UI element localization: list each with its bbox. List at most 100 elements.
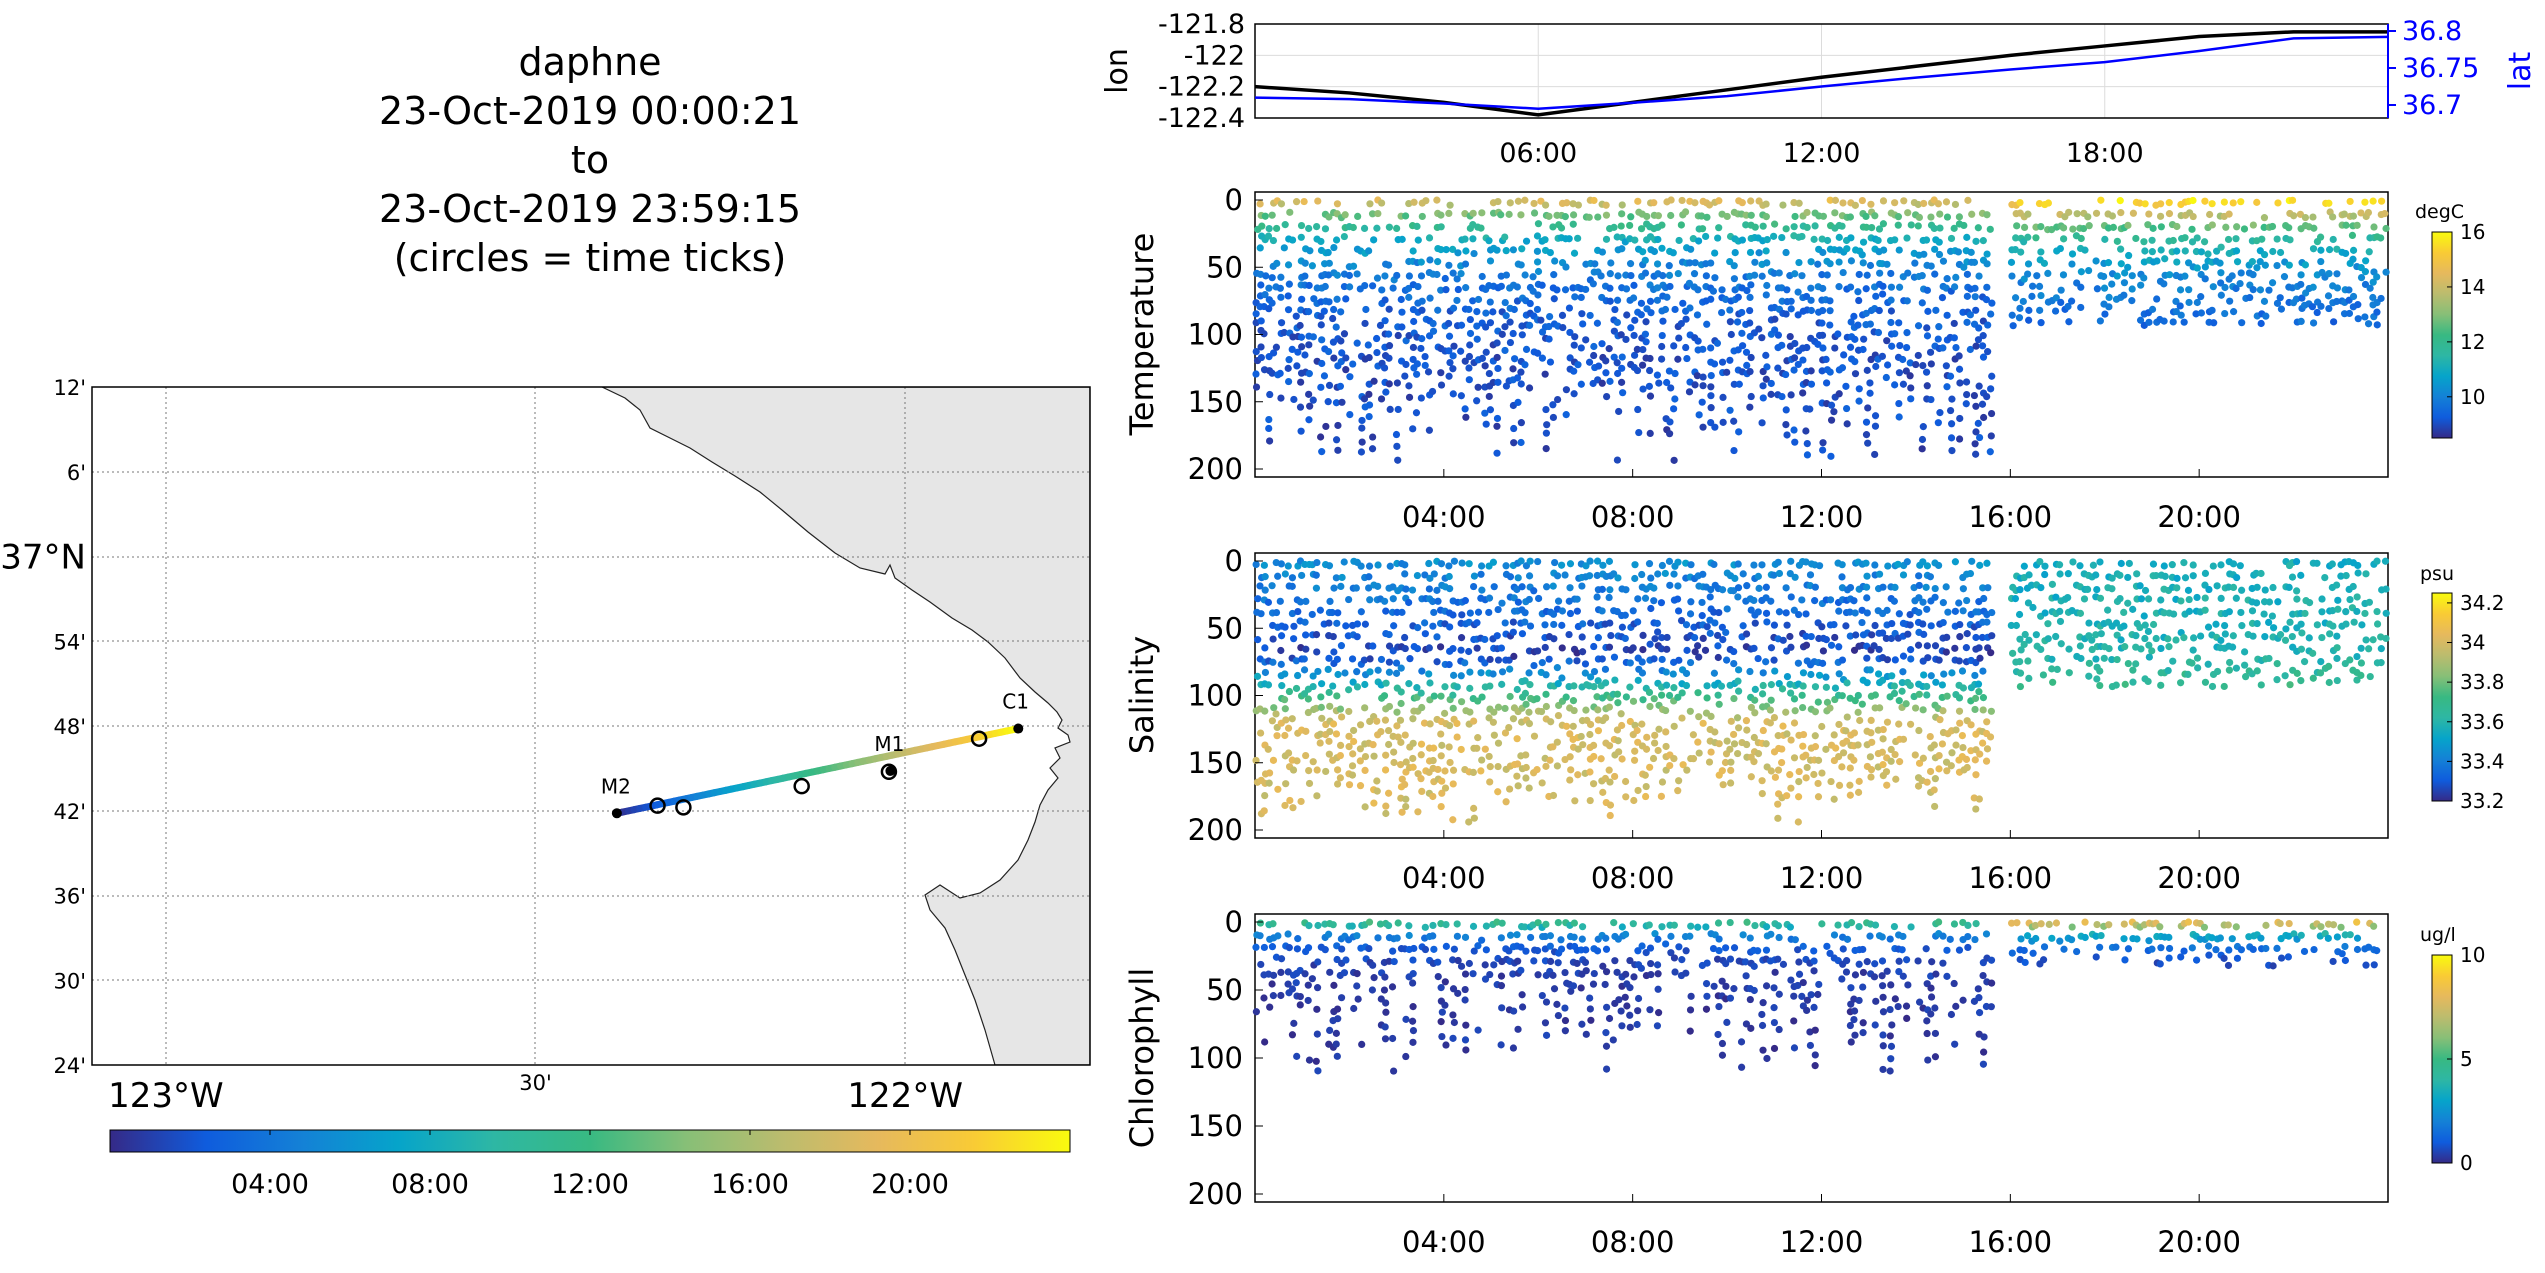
data-point <box>2373 620 2382 628</box>
data-point <box>1264 681 1273 689</box>
data-point <box>1694 923 1702 931</box>
data-point <box>1449 1011 1457 1019</box>
data-point <box>1513 772 1521 780</box>
data-point <box>1465 560 1473 568</box>
data-point <box>1759 382 1767 390</box>
data-point <box>1469 768 1477 776</box>
data-point <box>1280 244 1288 252</box>
data-point <box>1747 606 1755 614</box>
data-point <box>1898 946 1906 954</box>
data-point <box>1654 985 1662 993</box>
data-point <box>1590 752 1598 761</box>
data-point <box>1803 439 1811 448</box>
data-point <box>1401 633 1409 642</box>
data-point <box>1975 795 1983 803</box>
data-point <box>1545 655 1553 663</box>
data-point <box>1743 582 1751 590</box>
data-point <box>1923 605 1931 613</box>
data-point <box>2325 269 2333 278</box>
data-point <box>1899 972 1907 980</box>
data-point <box>1775 608 1784 616</box>
data-point <box>2016 669 2025 677</box>
data-point <box>1373 777 1381 785</box>
data-point <box>1329 921 1337 929</box>
data-point <box>2015 610 2024 619</box>
data-point <box>1325 737 1333 745</box>
data-point <box>1317 703 1325 711</box>
data-point <box>1750 644 1758 652</box>
data-point <box>1314 667 1322 676</box>
data-point <box>1277 646 1285 655</box>
data-point <box>1747 211 1755 219</box>
data-point <box>1342 354 1350 362</box>
data-point <box>1637 225 1646 233</box>
data-point <box>1919 706 1927 714</box>
data-point <box>1794 288 1802 296</box>
data-point <box>1425 585 1433 593</box>
data-point <box>1719 393 1727 402</box>
data-point <box>1786 332 1794 341</box>
data-point <box>1374 666 1382 674</box>
data-point <box>1638 942 1646 950</box>
data-point <box>1653 619 1661 627</box>
data-point <box>2246 293 2254 302</box>
data-point <box>1280 328 1288 337</box>
data-point <box>1958 667 1967 675</box>
data-point <box>1494 762 1502 771</box>
time-tick-circle <box>880 763 898 781</box>
data-point <box>1978 400 1987 408</box>
data-point <box>1730 262 1738 270</box>
data-point <box>1346 411 1354 419</box>
data-point <box>1607 631 1615 640</box>
data-point <box>1639 696 1647 704</box>
data-point <box>1705 758 1714 766</box>
data-point <box>1264 598 1273 606</box>
data-point <box>1563 722 1571 730</box>
data-point <box>1277 273 1285 281</box>
data-point <box>1478 586 1486 594</box>
data-point <box>2309 674 2317 682</box>
data-point <box>2242 673 2250 681</box>
colorbar-tick-label: 10 <box>2460 385 2485 409</box>
data-point <box>1277 293 1285 301</box>
data-point <box>2228 272 2236 280</box>
data-point <box>2125 559 2133 568</box>
data-point <box>1268 980 1276 988</box>
data-point <box>1486 763 1494 771</box>
data-point <box>2180 947 2188 955</box>
data-point <box>1686 304 1694 312</box>
data-point <box>1634 676 1642 684</box>
data-point <box>1598 340 1606 348</box>
data-point <box>2257 934 2265 942</box>
data-point <box>2333 581 2341 589</box>
data-point <box>2329 921 2338 929</box>
data-point <box>1639 248 1647 256</box>
data-point <box>1430 608 1438 617</box>
data-point <box>1261 707 1269 715</box>
data-point <box>1810 967 1818 975</box>
data-point <box>2128 297 2136 305</box>
data-point <box>2308 303 2317 311</box>
data-point <box>1835 720 1843 729</box>
data-point <box>1807 296 1815 304</box>
data-point <box>1570 249 1579 257</box>
data-point <box>1755 584 1763 592</box>
data-point <box>1887 634 1896 643</box>
data-point <box>1465 305 1473 314</box>
data-point <box>1832 744 1840 752</box>
data-point <box>1751 619 1759 627</box>
data-point <box>1618 353 1626 361</box>
data-point <box>2165 944 2174 953</box>
data-point <box>1288 236 1297 244</box>
data-point <box>1922 368 1931 376</box>
data-point <box>1286 208 1294 216</box>
data-point <box>1971 694 1980 703</box>
data-point <box>1325 213 1333 221</box>
data-point <box>1605 703 1613 711</box>
data-point <box>1918 435 1927 444</box>
data-point <box>1987 385 1995 393</box>
data-point <box>1421 630 1429 638</box>
data-point <box>1618 364 1626 372</box>
lon-axis-label: lon <box>1100 48 1135 94</box>
data-point <box>1522 763 1530 772</box>
